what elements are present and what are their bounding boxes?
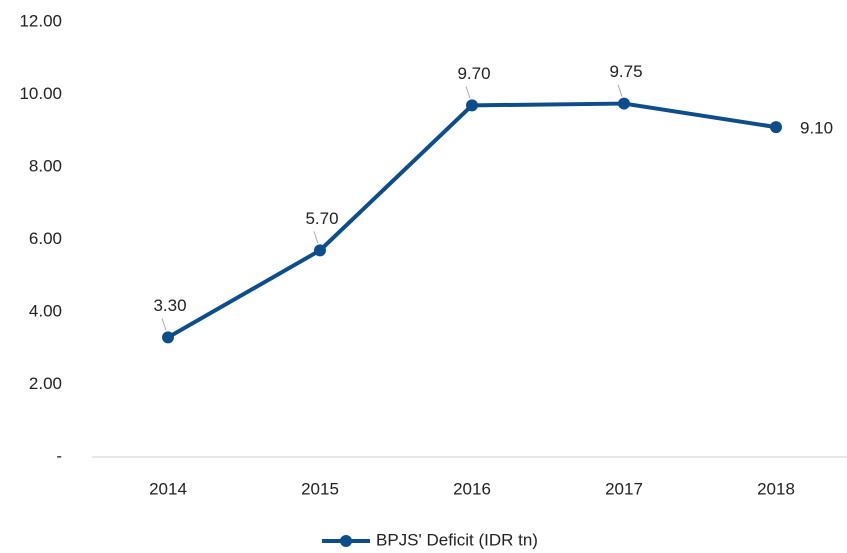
x-tick-label: 2018 [757,479,795,498]
y-tick-label: 2.00 [29,374,62,393]
marker [466,99,478,112]
marker [314,244,326,257]
y-tick-label: 4.00 [29,301,62,320]
data-label: 9.70 [457,64,490,83]
x-tick-label: 2017 [605,479,643,498]
x-tick-label: 2014 [149,479,187,498]
x-tick-label: 2015 [301,479,339,498]
x-tick-label: 2016 [453,479,491,498]
leader-line [465,86,471,99]
marker [618,97,630,110]
marker [162,331,174,344]
y-tick-label: 6.00 [29,229,62,248]
data-label: 5.70 [305,209,338,228]
marker [770,121,782,134]
y-tick-label: 10.00 [19,84,62,103]
leader-line [161,318,167,331]
y-tick-label: - [56,446,62,465]
data-label: 3.30 [153,296,186,315]
data-label: 9.75 [609,62,642,81]
legend-marker [340,535,352,547]
leader-line [617,84,623,97]
legend-label: BPJS' Deficit (IDR tn) [376,530,538,549]
y-tick-label: 8.00 [29,156,62,175]
leader-line [313,231,319,244]
data-label: 9.10 [800,119,833,138]
line [167,101,777,340]
y-tick-label: 12.00 [19,11,62,30]
